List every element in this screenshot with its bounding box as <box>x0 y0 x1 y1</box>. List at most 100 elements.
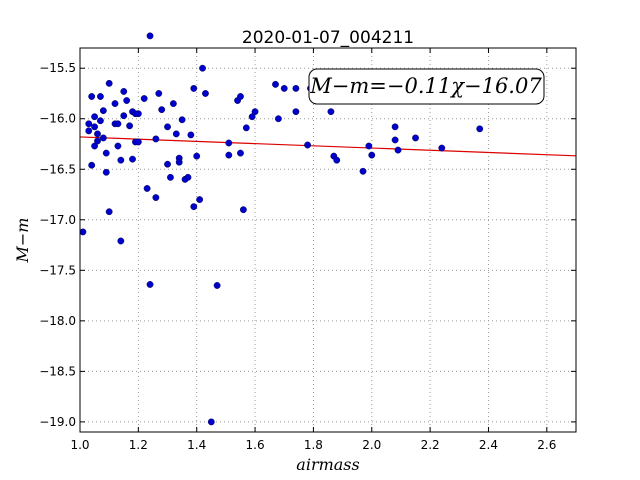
chart-title: 2020-01-07_004211 <box>242 28 414 48</box>
data-point <box>143 185 151 192</box>
data-point <box>196 196 204 203</box>
data-point <box>225 139 233 147</box>
data-point <box>126 122 134 130</box>
data-point <box>333 156 341 164</box>
data-point <box>202 90 209 97</box>
data-point <box>175 158 183 166</box>
data-point <box>105 79 113 87</box>
data-point <box>412 134 419 142</box>
data-point <box>152 194 160 201</box>
data-point <box>134 110 142 118</box>
data-point <box>242 124 250 132</box>
data-point <box>146 281 154 288</box>
data-point <box>91 142 98 150</box>
data-point <box>292 108 300 116</box>
data-point <box>91 113 98 121</box>
data-point <box>88 93 96 100</box>
data-point <box>94 137 101 145</box>
data-point <box>178 116 186 124</box>
data-point <box>88 161 96 169</box>
data-point <box>239 206 247 214</box>
x-tick-label: 2.0 <box>362 438 381 452</box>
data-point <box>237 149 244 157</box>
y-tick-label: −19.0 <box>39 415 76 429</box>
fit-annotation-box <box>308 68 545 105</box>
data-point <box>114 120 122 128</box>
data-point <box>391 123 399 131</box>
fit-layer <box>79 136 577 157</box>
data-point <box>365 142 373 150</box>
plot-frame <box>79 47 577 433</box>
data-point <box>129 155 136 163</box>
data-point <box>94 130 101 138</box>
data-point <box>99 107 107 115</box>
data-point <box>105 208 113 216</box>
data-point <box>190 85 198 92</box>
y-tick-label: −17.5 <box>39 263 76 277</box>
data-point <box>146 32 154 40</box>
data-point <box>438 144 446 152</box>
y-axis-label: M−m <box>13 218 32 264</box>
data-point <box>292 85 300 92</box>
data-point <box>193 152 201 160</box>
data-point <box>117 237 125 245</box>
data-point <box>152 135 160 143</box>
data-point <box>187 131 195 139</box>
data-point <box>172 130 180 138</box>
data-point <box>274 115 282 123</box>
y-tick-label: −16.0 <box>39 112 76 126</box>
data-point <box>140 95 148 102</box>
data-point <box>85 127 93 135</box>
data-point <box>280 85 288 92</box>
data-point <box>79 228 87 236</box>
data-point <box>184 173 192 181</box>
data-point <box>111 100 119 107</box>
x-tick-label: 1.0 <box>70 438 89 452</box>
data-point <box>85 120 93 128</box>
data-point <box>117 156 125 164</box>
data-point <box>199 64 206 72</box>
data-point <box>102 168 110 176</box>
y-tick-label: −16.5 <box>39 162 76 176</box>
x-tick-label: 1.8 <box>304 438 323 452</box>
data-point <box>394 146 402 154</box>
fit-annotation: M−m=−0.11χ−16.07 <box>308 68 545 105</box>
data-point <box>169 100 177 107</box>
data-point <box>304 141 311 149</box>
y-tick-label: −17.0 <box>39 213 76 227</box>
data-point <box>158 106 166 114</box>
data-point <box>120 88 128 95</box>
data-point <box>134 138 142 146</box>
data-point <box>99 134 107 142</box>
data-point <box>359 167 367 175</box>
data-point <box>97 117 104 125</box>
data-point <box>91 123 98 131</box>
fit-annotation-text: M−m=−0.11χ−16.07 <box>309 74 542 98</box>
data-point <box>327 108 335 116</box>
data-point <box>272 80 279 88</box>
data-point <box>368 151 376 159</box>
grid-layer <box>79 48 576 432</box>
data-point <box>476 125 484 133</box>
data-point <box>225 151 233 159</box>
data-point <box>114 142 122 150</box>
data-point <box>251 108 259 116</box>
data-point <box>123 97 131 104</box>
x-tick-label: 2.4 <box>479 438 498 452</box>
x-tick-label: 1.6 <box>246 438 265 452</box>
y-tick-label: −15.5 <box>39 61 76 75</box>
x-tick-label: 1.2 <box>129 438 148 452</box>
data-point <box>207 418 215 426</box>
data-point <box>120 112 128 120</box>
data-point <box>248 113 256 121</box>
data-point <box>164 123 171 131</box>
data-point <box>97 93 104 100</box>
data-point <box>102 149 110 157</box>
x-tick-label: 2.6 <box>537 438 556 452</box>
data-point <box>155 90 163 97</box>
data-point <box>391 136 399 144</box>
x-tick-label: 1.4 <box>187 438 206 452</box>
tick-layer: 1.0 1.2 1.4 1.6 1.8 2.0 2.2 2.4 2.6 −15.5 −16.0 −16… <box>39 48 576 452</box>
data-point <box>167 173 174 181</box>
